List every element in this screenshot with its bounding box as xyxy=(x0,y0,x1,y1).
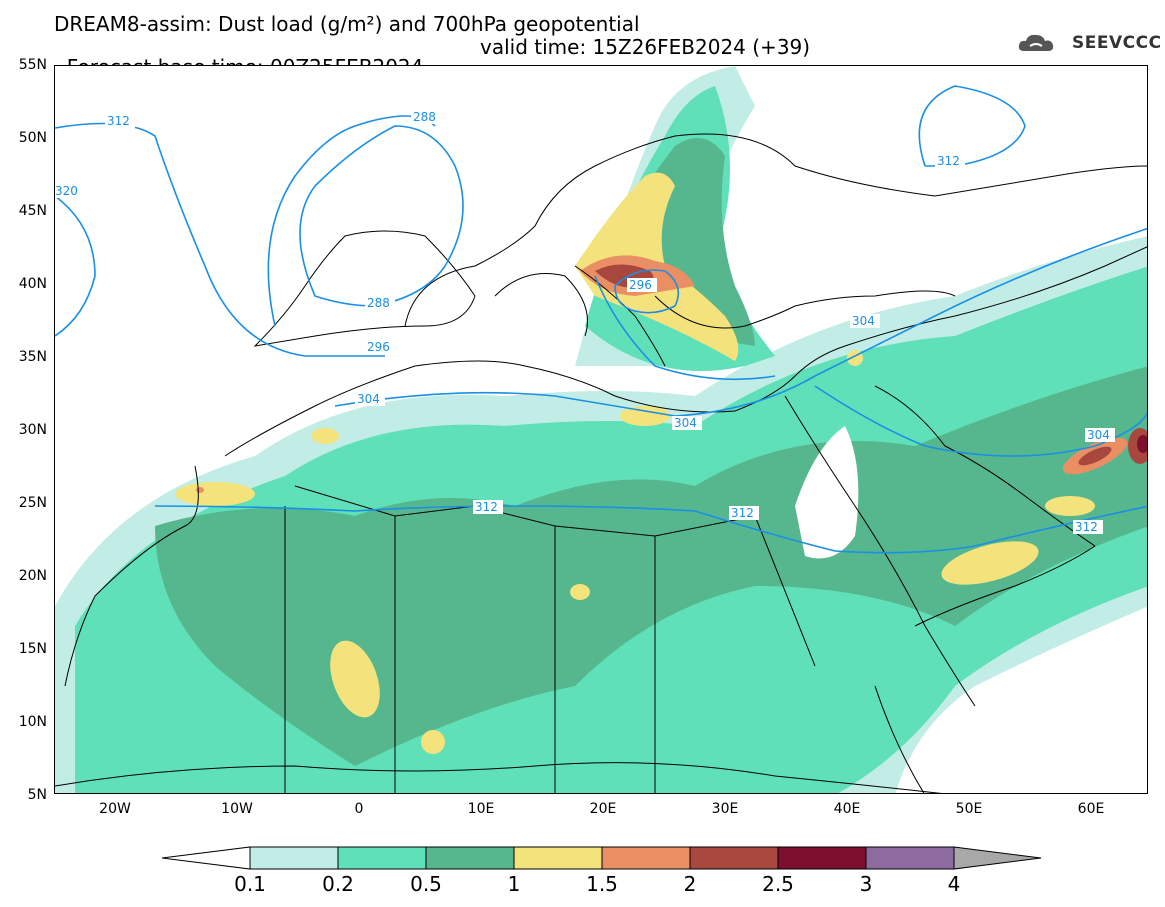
contour-label: 296 xyxy=(367,340,390,354)
contour-label: 304 xyxy=(1087,428,1110,442)
lat-label: 55N xyxy=(18,57,47,73)
colorbar-swatch xyxy=(865,846,955,870)
lat-label: 30N xyxy=(18,422,47,438)
contour-label: 312 xyxy=(475,500,498,514)
lat-label: 40N xyxy=(18,276,47,292)
colorbar-label: 1 xyxy=(507,872,521,896)
colorbar-high-arrow xyxy=(953,846,1042,870)
contour-label: 304 xyxy=(852,314,875,328)
valid-time: valid time: 15Z26FEB2024 (+39) xyxy=(480,35,811,59)
lon-label: 0 xyxy=(354,801,364,817)
lon-label: 20W xyxy=(99,801,131,817)
colorbar-label: 4 xyxy=(947,872,961,896)
colorbar-swatch xyxy=(513,846,603,870)
dust-load-map: 312 288 288 296 304 304 312 312 312 312 … xyxy=(54,65,1148,794)
colorbar-label: 0.2 xyxy=(322,872,354,896)
lon-label: 20E xyxy=(589,801,617,817)
colorbar-label: 0.1 xyxy=(234,872,266,896)
contour-label: 312 xyxy=(107,114,130,128)
lon-label: 10W xyxy=(221,801,253,817)
lat-label: 45N xyxy=(18,203,47,219)
map-title: DREAM8-assim: Dust load (g/m²) and 700hP… xyxy=(54,12,640,36)
colorbar-swatch xyxy=(425,846,515,870)
contour-labels: 312 288 288 296 304 304 312 312 312 312 … xyxy=(55,110,1115,534)
lon-label: 30E xyxy=(711,801,739,817)
colorbar-swatch xyxy=(777,846,867,870)
lat-label: 15N xyxy=(18,641,47,657)
colorbar-label: 0.5 xyxy=(410,872,442,896)
lat-label: 5N xyxy=(27,787,47,803)
contour-label: 288 xyxy=(367,296,390,310)
cloud-icon xyxy=(1018,34,1054,51)
lon-label: 60E xyxy=(1077,801,1105,817)
colorbar-swatch xyxy=(601,846,691,870)
contour-label: 312 xyxy=(1075,520,1098,534)
contour-label: 288 xyxy=(413,110,436,124)
colorbar-label: 2.5 xyxy=(762,872,794,896)
colorbar-label: 3 xyxy=(859,872,873,896)
contour-label: 320 xyxy=(55,184,78,198)
contour-label: 296 xyxy=(629,278,652,292)
colorbar xyxy=(162,846,1042,870)
contour-label: 312 xyxy=(937,154,960,168)
colorbar-swatch xyxy=(337,846,427,870)
coastlines xyxy=(55,133,1147,793)
seevccc-logo: SEEVCCC xyxy=(1016,28,1162,58)
contour-label: 304 xyxy=(674,416,697,430)
contour-label: 312 xyxy=(731,506,754,520)
lat-label: 25N xyxy=(18,495,47,511)
lat-label: 10N xyxy=(18,714,47,730)
lat-label: 20N xyxy=(18,568,47,584)
contour-label: 304 xyxy=(357,392,380,406)
lon-label: 50E xyxy=(955,801,983,817)
dust-shading xyxy=(55,66,1147,793)
lon-label: 10E xyxy=(467,801,495,817)
lon-label: 40E xyxy=(833,801,861,817)
colorbar-label: 1.5 xyxy=(586,872,618,896)
colorbar-low-arrow xyxy=(162,846,251,870)
logo-text: SEEVCCC xyxy=(1072,33,1162,53)
colorbar-swatch xyxy=(249,846,339,870)
lat-label: 50N xyxy=(18,130,47,146)
colorbar-label: 2 xyxy=(683,872,697,896)
colorbar-swatch xyxy=(689,846,779,870)
lat-label: 35N xyxy=(18,349,47,365)
